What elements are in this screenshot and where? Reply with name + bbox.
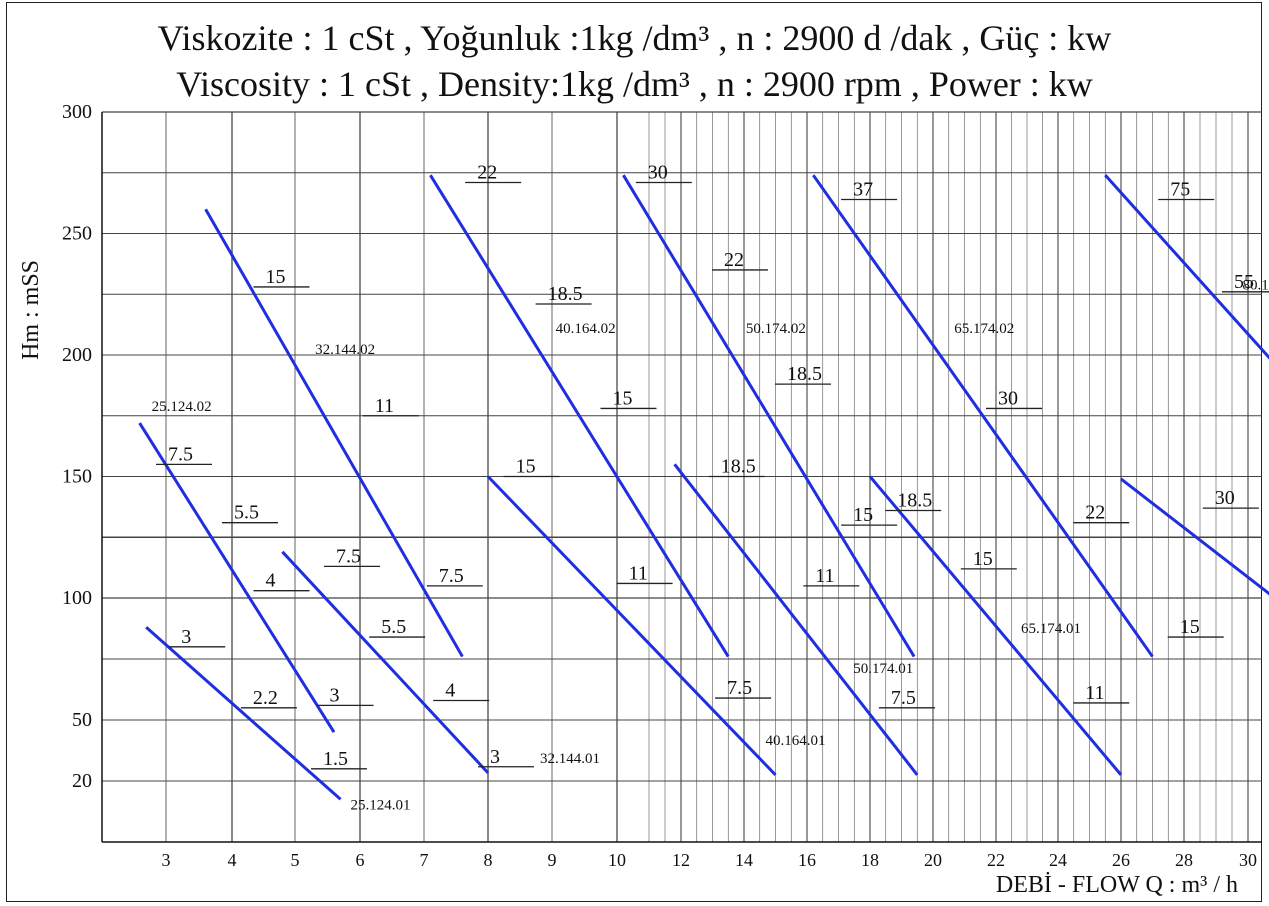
x-tick-label: 8 — [484, 850, 493, 870]
y-tick-label: 300 — [62, 101, 92, 123]
pump-curve-line — [429, 174, 730, 658]
series-label: 40.164.02 — [556, 321, 616, 337]
power-label: 1.5 — [323, 748, 348, 770]
x-tick-label: 24 — [1049, 850, 1067, 870]
power-label: 30 — [998, 387, 1018, 409]
series-label: 65.174.02 — [954, 321, 1014, 337]
x-tick-label: 7 — [420, 850, 429, 870]
power-label: 5.5 — [381, 616, 406, 638]
x-tick-label: 28 — [1175, 850, 1193, 870]
power-label: 18.5 — [897, 490, 932, 512]
power-label: 3 — [330, 684, 340, 706]
y-tick-label: 100 — [62, 587, 92, 609]
pump-curve-line — [204, 208, 464, 658]
x-tick-label: 26 — [1112, 850, 1130, 870]
chart-subtitle: Viscosity : 1 cSt , Density:1kg /dm³ , n… — [176, 64, 1093, 104]
y-axis-label: Hm : mSS — [18, 260, 44, 360]
power-label: 15 — [516, 456, 536, 478]
pump-curve-line — [1120, 477, 1269, 596]
power-label: 30 — [648, 161, 668, 183]
series-label: 50.174.02 — [746, 321, 806, 337]
power-label: 7.5 — [891, 687, 916, 709]
x-axis-label: DEBİ - FLOW Q : m³ / h — [996, 872, 1238, 898]
power-label: 18.5 — [721, 456, 756, 478]
power-label: 75 — [1170, 178, 1190, 200]
power-label: 11 — [629, 562, 648, 584]
x-tick-label: 12 — [672, 850, 690, 870]
x-tick-label: 10 — [608, 850, 626, 870]
series: 25.124.02 7.5 5.5 4 3 25.124.01 3 2.2 1.5 32.144.… — [138, 161, 1269, 813]
x-tick-label: 6 — [356, 850, 365, 870]
series-label: 32.144.01 — [540, 751, 600, 767]
power-label: 22 — [1085, 502, 1105, 524]
series-label: 32.144.02 — [315, 342, 375, 358]
power-label: 11 — [815, 565, 834, 587]
pump-curve-line — [812, 174, 1154, 658]
x-tick-label: 20 — [924, 850, 942, 870]
pump-curve-line — [622, 174, 916, 658]
y-tick-label: 200 — [62, 344, 92, 366]
power-label: 22 — [724, 249, 744, 271]
x-tick-label: 16 — [798, 850, 816, 870]
power-label: 30 — [1215, 487, 1235, 509]
pump-curve-line — [673, 463, 919, 776]
x-tick-label: 22 — [987, 850, 1005, 870]
series-label: 50.174.01 — [853, 661, 913, 677]
y-tick-label: 20 — [72, 770, 92, 792]
y-tick-label: 50 — [72, 709, 92, 731]
pump-curve-line — [868, 475, 1123, 776]
chart-title: Viskozite : 1 cSt , Yoğunluk :1kg /dm³ ,… — [157, 18, 1112, 58]
power-label: 7.5 — [336, 545, 361, 567]
power-label: 18.5 — [548, 283, 583, 305]
power-label: 7.5 — [727, 677, 752, 699]
power-label: 4 — [445, 679, 455, 701]
power-label: 7.5 — [439, 565, 464, 587]
grid — [102, 111, 1262, 842]
power-label: 15 — [266, 266, 286, 288]
series-label: 65.174.01 — [1021, 621, 1081, 637]
power-label: 2.2 — [253, 687, 278, 709]
series-label: 80.174.02 — [1243, 278, 1269, 294]
pump-curve-line — [145, 626, 342, 801]
ticks: 3456789101214161820222426283032343002502… — [62, 101, 1257, 870]
y-tick-label: 250 — [62, 223, 92, 245]
power-label: 15 — [613, 387, 633, 409]
power-label: 4 — [266, 570, 276, 592]
power-label: 37 — [853, 178, 873, 200]
power-label: 5.5 — [234, 502, 259, 524]
x-tick-label: 9 — [548, 850, 557, 870]
power-label: 18.5 — [787, 363, 822, 385]
x-tick-label: 14 — [735, 850, 753, 870]
power-label: 3 — [181, 626, 191, 648]
chart-frame — [6, 2, 1262, 902]
x-tick-label: 18 — [861, 850, 879, 870]
series-label: 40.164.01 — [766, 733, 826, 749]
pump-curve-line — [486, 475, 777, 776]
x-tick-label: 30 — [1239, 850, 1257, 870]
series-label: 25.124.02 — [152, 399, 212, 415]
power-label: 7.5 — [168, 443, 193, 465]
x-tick-label: 4 — [228, 850, 237, 870]
x-tick-label: 3 — [162, 850, 171, 870]
pump-curve-line — [281, 550, 490, 774]
pump-curve-line — [1104, 174, 1269, 360]
power-label: 22 — [477, 161, 497, 183]
pump-curve-line — [138, 422, 336, 733]
power-label: 15 — [973, 548, 993, 570]
series-label: 25.124.01 — [351, 797, 411, 813]
axes: Hm : mSS DEBİ - FLOW Q : m³ / h — [18, 112, 1262, 898]
y-tick-label: 150 — [62, 466, 92, 488]
power-label: 55 — [1234, 271, 1254, 293]
x-tick-label: 5 — [291, 850, 300, 870]
power-label: 15 — [853, 504, 873, 526]
power-label: 11 — [375, 395, 394, 417]
power-label: 11 — [1085, 682, 1104, 704]
power-label: 15 — [1180, 616, 1200, 638]
power-label: 3 — [490, 746, 500, 768]
